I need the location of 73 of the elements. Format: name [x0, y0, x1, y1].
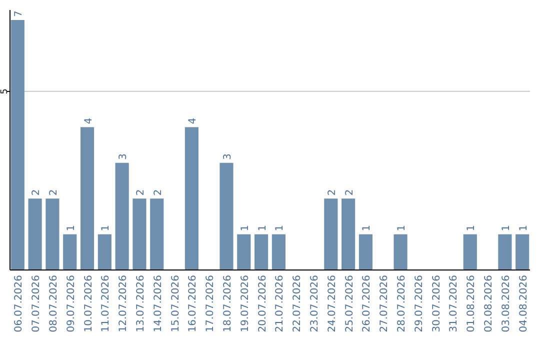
data-label: 4 [188, 118, 199, 124]
x-tick-label: 02.08.2026 [484, 275, 495, 332]
bar [115, 162, 129, 270]
x-tick-label: 24.07.2026 [326, 275, 338, 332]
x-tick-label: 04.08.2026 [518, 275, 530, 332]
data-label: 1 [396, 224, 408, 232]
data-label: 2 [326, 189, 338, 196]
bar [184, 127, 198, 270]
data-label: 3 [118, 153, 130, 160]
data-label: 1 [518, 224, 530, 232]
data-label: 4 [83, 118, 94, 124]
data-label: 1 [274, 224, 286, 232]
x-tick-label: 06.07.2026 [14, 275, 25, 332]
bar [237, 234, 251, 270]
bar [10, 20, 24, 270]
data-label: 3 [222, 153, 234, 160]
x-tick-label: 17.07.2026 [205, 275, 216, 332]
x-tick-label: 08.07.2026 [48, 275, 60, 332]
data-label: 1 [66, 224, 77, 232]
data-label: 2 [31, 189, 42, 196]
bar [358, 234, 373, 270]
data-label: 1 [500, 224, 512, 232]
x-tick-label: 28.07.2026 [396, 275, 408, 332]
data-label: 1 [466, 224, 478, 232]
bar [63, 234, 77, 270]
data-label: 1 [240, 224, 251, 232]
bar [46, 198, 60, 270]
x-tick-label: 13.07.2026 [135, 275, 146, 332]
bar [98, 234, 112, 270]
x-tick-label: 27.07.2026 [379, 275, 390, 332]
y-tick-label: 5 [0, 88, 10, 94]
x-tick-label: 23.07.2026 [310, 275, 321, 332]
x-tick-label: 03.08.2026 [500, 275, 512, 332]
x-tick-label: 25.07.2026 [344, 275, 356, 332]
bar [324, 198, 338, 270]
data-label: 2 [152, 189, 164, 196]
data-label: 2 [135, 189, 146, 196]
x-tick-label: 11.07.2026 [100, 275, 112, 332]
bar [272, 234, 286, 270]
x-tick-label: 19.07.2026 [240, 275, 251, 332]
data-label: 2 [48, 189, 60, 196]
x-tick-label: 31.07.2026 [448, 275, 460, 332]
x-tick-label: 18.07.2026 [222, 275, 234, 332]
bar [80, 127, 94, 270]
x-tick-label: 14.07.2026 [152, 275, 164, 332]
bar [463, 234, 477, 270]
x-tick-label: 12.07.2026 [118, 275, 130, 332]
x-tick-label: 15.07.2026 [170, 275, 182, 332]
data-label: 1 [362, 224, 373, 232]
x-tick-label: 07.07.2026 [31, 275, 42, 332]
data-label: 7 [14, 10, 25, 17]
x-tick-label: 26.07.2026 [362, 275, 373, 332]
x-tick-label: 10.07.2026 [83, 275, 94, 332]
x-tick-label: 16.07.2026 [188, 275, 199, 332]
bar [150, 198, 164, 270]
bar [394, 234, 408, 270]
data-label: 1 [100, 224, 112, 232]
x-tick-label: 29.07.2026 [414, 275, 425, 332]
x-tick-label: 21.07.2026 [274, 275, 286, 332]
bar [28, 198, 42, 270]
bar [342, 198, 356, 270]
bar [132, 198, 146, 270]
bar [254, 234, 268, 270]
x-tick-label: 09.07.2026 [66, 275, 77, 332]
x-tick-label: 01.08.2026 [466, 275, 478, 332]
data-label: 2 [344, 189, 356, 196]
x-tick-label: 30.07.2026 [431, 275, 442, 332]
bar [516, 234, 530, 270]
x-tick-label: 22.07.2026 [292, 275, 304, 332]
bar [220, 162, 234, 270]
x-tick-label: 20.07.2026 [257, 275, 268, 332]
bar [498, 234, 512, 270]
data-label: 1 [257, 224, 268, 232]
